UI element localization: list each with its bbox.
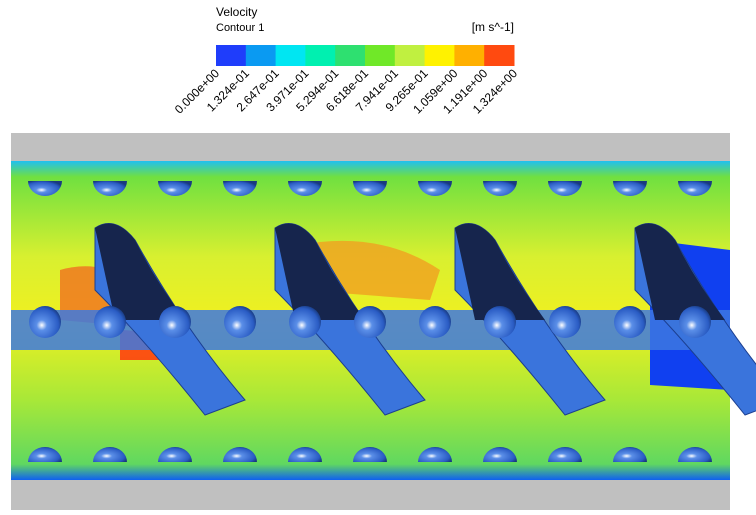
hemisphere bbox=[158, 447, 192, 462]
blade-face bbox=[635, 223, 725, 320]
color-band bbox=[365, 45, 396, 66]
color-band bbox=[424, 45, 455, 66]
color-band bbox=[245, 45, 277, 66]
sphere bbox=[549, 306, 581, 338]
hemisphere bbox=[483, 181, 517, 196]
sphere bbox=[679, 306, 711, 338]
color-band bbox=[394, 45, 426, 66]
sphere bbox=[354, 306, 386, 338]
hemisphere bbox=[613, 181, 647, 196]
hemisphere bbox=[548, 181, 582, 196]
legend-title: Velocity bbox=[216, 5, 257, 19]
hemisphere bbox=[548, 447, 582, 462]
hemisphere bbox=[288, 447, 322, 462]
color-band bbox=[275, 45, 306, 66]
hemisphere bbox=[288, 181, 322, 196]
sphere bbox=[614, 306, 646, 338]
hemisphere bbox=[353, 447, 387, 462]
sphere bbox=[94, 306, 126, 338]
hemisphere bbox=[418, 181, 452, 196]
color-band bbox=[454, 45, 485, 66]
color-band bbox=[216, 45, 247, 66]
hemisphere bbox=[613, 447, 647, 462]
legend-units: [m s^-1] bbox=[472, 20, 514, 34]
sphere bbox=[159, 306, 191, 338]
color-band bbox=[484, 45, 515, 66]
sphere bbox=[224, 306, 256, 338]
sphere bbox=[29, 306, 61, 338]
wall-top bbox=[11, 133, 730, 161]
color-band bbox=[305, 45, 336, 66]
sphere bbox=[289, 306, 321, 338]
color-band bbox=[335, 45, 366, 66]
wall-bottom bbox=[11, 480, 730, 510]
blade-face bbox=[455, 223, 545, 320]
hemisphere bbox=[28, 181, 62, 196]
hemisphere bbox=[483, 447, 517, 462]
sphere bbox=[419, 306, 451, 338]
hemisphere bbox=[223, 181, 257, 196]
hemisphere bbox=[158, 181, 192, 196]
hemisphere bbox=[28, 447, 62, 462]
blade-face bbox=[275, 223, 365, 320]
contour-view bbox=[11, 133, 756, 510]
blade-face bbox=[95, 223, 185, 320]
hemisphere bbox=[93, 447, 127, 462]
hemisphere bbox=[678, 181, 712, 196]
hemisphere bbox=[678, 447, 712, 462]
hemisphere bbox=[93, 181, 127, 196]
legend-subtitle: Contour 1 bbox=[216, 22, 264, 34]
color-bar: 0.000e+001.324e-012.647e-013.971e-015.29… bbox=[172, 45, 520, 116]
hemisphere bbox=[353, 181, 387, 196]
sphere bbox=[484, 306, 516, 338]
hemisphere bbox=[223, 447, 257, 462]
hemisphere bbox=[418, 447, 452, 462]
